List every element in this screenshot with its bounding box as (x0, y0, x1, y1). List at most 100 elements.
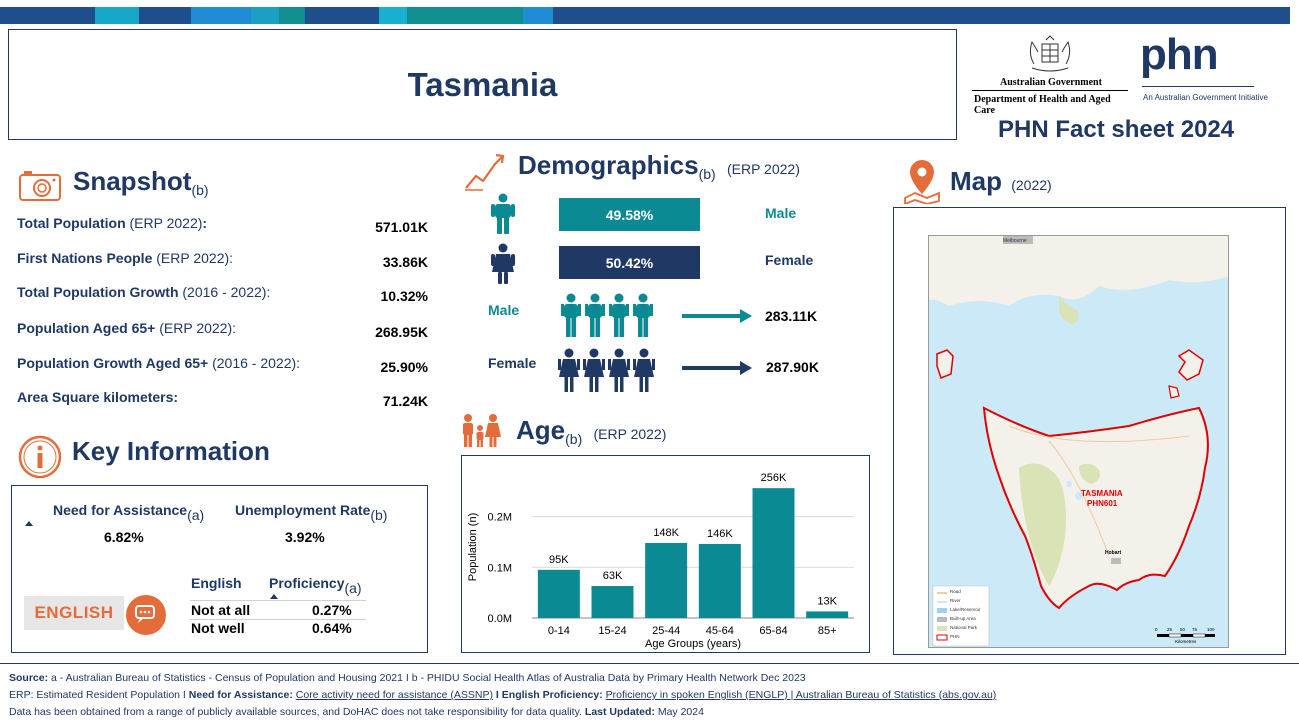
snapshot-row-label: Population Aged 65+ (ERP 2022): (17, 320, 237, 336)
map-legend-item: PHN (950, 634, 960, 639)
snapshot-row-value: 10.32% (380, 288, 428, 304)
gov-line1: Australian Government (1000, 77, 1102, 88)
snapshot-row-label: Total Population (ERP 2022): (17, 215, 208, 231)
unemployment-rate-value: 3.92% (285, 529, 325, 545)
x-tick-label: 85+ (818, 625, 837, 637)
unemployment-rate-label: Unemployment Rate(b) (235, 502, 388, 523)
x-axis-label: Age Groups (years) (645, 638, 741, 650)
demographics-note: (ERP 2022) (726, 161, 800, 177)
snapshot-title: Snapshot(b) (73, 166, 209, 198)
map-scale-tick: 25 (1167, 627, 1173, 632)
y-tick-label: 0.1M (488, 562, 512, 574)
map-hobart-label: Hobart (1105, 550, 1122, 556)
strip-segment (379, 7, 407, 24)
age-bar (752, 488, 795, 618)
key-info-title: Key Information (72, 436, 270, 466)
age-bar (698, 543, 741, 618)
australian-government-logo: Australian Government Department of Heal… (972, 34, 1128, 116)
map-legend-item: Lake/Reservoir (950, 607, 981, 612)
proficiency-divider (190, 600, 366, 601)
footer-divider (0, 663, 1299, 664)
strip-segment (139, 7, 191, 24)
map-scale-tick: 50 (1180, 627, 1186, 632)
age-bar-chart: 0.0M 0.1M 0.2M 95K 0-14 63K 15-24 148K 25-44 146K… (467, 472, 854, 650)
fact-sheet-title: PHN Fact sheet 2024 (998, 116, 1235, 143)
x-tick-label: 45-64 (706, 625, 734, 637)
camera-icon (19, 171, 61, 201)
female-label: Female (765, 252, 814, 268)
footer-definitions: ERP: Estimated Resident Population I Nee… (9, 689, 997, 701)
bar-data-label: 95K (549, 554, 569, 566)
y-tick-label: 0.0M (488, 613, 512, 625)
speech-bubble-icon (126, 595, 166, 635)
male-label: Male (765, 205, 797, 221)
strip-segment (407, 7, 523, 24)
snapshot-row-label: Population Growth Aged 65+ (2016 - 2022)… (17, 355, 301, 371)
bar-data-label: 256K (761, 472, 787, 484)
snapshot-title-text: Snapshot (73, 166, 192, 196)
key-info-box: Need for Assistance(a) 6.82% Unemploymen… (11, 485, 428, 653)
gov-line2: Department of Health and Aged Care (974, 94, 1111, 116)
x-tick-label: 0-14 (548, 625, 570, 637)
x-tick-label: 25-44 (652, 625, 680, 637)
map-region-label: TASMANIA (1081, 489, 1123, 498)
age-note: (ERP 2022) (593, 426, 667, 442)
female-count-value: 287.90K (766, 359, 819, 375)
age-bar (591, 586, 634, 618)
strip-segment (251, 7, 279, 24)
need-for-assistance-link[interactable]: Core activity need for assistance (ASSNP… (295, 689, 494, 701)
need-triangle-icon (25, 521, 33, 526)
demographics-title: Demographics(b) (ERP 2022) (518, 150, 800, 182)
x-tick-label: 65-84 (759, 625, 787, 637)
map-scale-unit: Kilometres (1175, 639, 1197, 644)
male-count-value: 283.11K (765, 308, 818, 324)
snapshot-row-label: Area Square kilometers: (17, 389, 179, 405)
info-icon (18, 435, 62, 479)
map-scale-tick: 75 (1192, 627, 1198, 632)
phn-logo-text: phn (1140, 30, 1219, 79)
y-axis-label: Population (n) (467, 513, 479, 582)
strip-segment (279, 7, 305, 24)
proficiency-row-value: 0.64% (312, 620, 352, 636)
male-arrow-icon (682, 309, 752, 323)
snapshot-row-label: First Nations People (ERP 2022): (17, 250, 234, 266)
trend-chart-icon (465, 153, 505, 191)
strip-segment (95, 7, 139, 24)
female-count-label: Female (488, 355, 537, 371)
female-person-icon (491, 243, 515, 284)
map-legend-item: River (950, 598, 961, 603)
bar-data-label: 148K (653, 527, 679, 539)
age-title: Age(b) (ERP 2022) (516, 415, 667, 447)
gov-divider (972, 90, 1128, 91)
footer-disclaimer: Data has been obtained from a range of p… (9, 706, 704, 718)
snapshot-row-value: 71.24K (382, 393, 428, 409)
english-badge-text: ENGLISH (34, 603, 114, 622)
top-color-strip (0, 7, 1290, 24)
snapshot-sub: (b) (191, 182, 209, 198)
snapshot-row-value: 268.95K (375, 324, 428, 340)
map-image: Melbourne TASMANIA PHN601 Hobart Road Ri… (928, 235, 1229, 648)
age-bar (806, 611, 849, 618)
y-tick-label: 0.2M (488, 512, 512, 524)
proficiency-header: Proficiency(a) (269, 575, 362, 596)
male-count-label: Male (488, 302, 520, 318)
age-chart-box: 0.0M 0.1M 0.2M 95K 0-14 63K 15-24 148K 25-44 146K… (461, 455, 870, 653)
map-scale-tick: 100 (1207, 627, 1215, 632)
snapshot-row-value: 571.01K (375, 219, 428, 235)
location-pin-icon (904, 160, 940, 204)
english-header: English (191, 575, 242, 591)
map-box: Melbourne TASMANIA PHN601 Hobart Road Ri… (893, 207, 1286, 655)
bar-data-label: 63K (603, 570, 623, 582)
english-proficiency-link[interactable]: Proficiency in spoken English (ENGLP) | … (605, 689, 997, 701)
map-legend-item: National Park (950, 625, 978, 630)
male-group-icon (561, 293, 653, 337)
title-box: Tasmania (8, 29, 957, 140)
phn-subtitle: An Australian Government Initiative (1143, 93, 1268, 102)
proficiency-row-value: 0.27% (312, 602, 352, 618)
map-top-label: Melbourne (1003, 238, 1027, 244)
snapshot-row-value: 33.86K (382, 254, 428, 270)
strip-segment (523, 7, 553, 24)
female-arrow-icon (682, 361, 752, 375)
coat-of-arms-icon (1029, 35, 1071, 72)
age-bar (645, 542, 688, 618)
